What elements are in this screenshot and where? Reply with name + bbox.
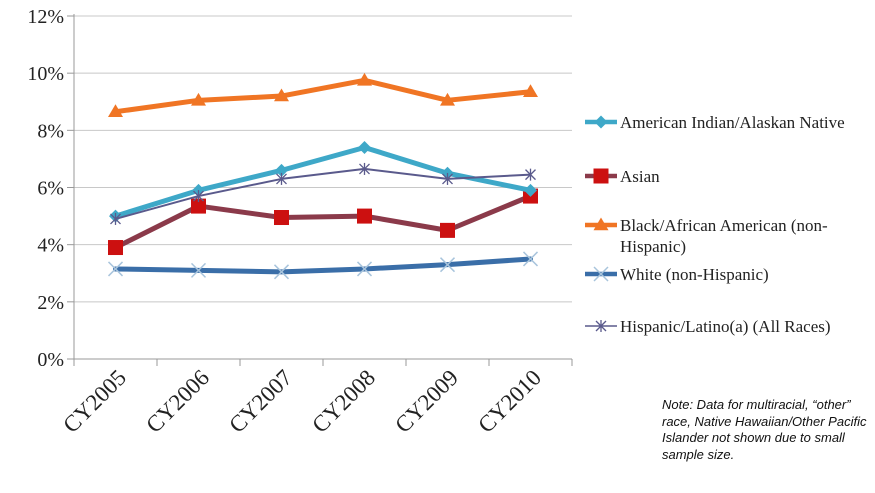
data-point (522, 251, 539, 267)
x-tick-label: CY2009 (390, 365, 463, 438)
y-tick-label: 2% (37, 292, 64, 314)
series-line (113, 144, 533, 219)
legend-swatch-asian (585, 168, 617, 184)
data-point (356, 261, 373, 277)
footnote: Note: Data for multiracial, “other” race… (662, 397, 867, 462)
data-point (110, 212, 121, 225)
x-tick-label: CY2008 (307, 365, 380, 438)
y-tick-label: 10% (27, 63, 64, 85)
series-lines (107, 72, 539, 280)
legend-swatch-american-indian (585, 115, 617, 129)
y-tick-label: 12% (27, 6, 64, 28)
data-point (593, 217, 609, 231)
data-point (594, 115, 608, 129)
series-line (114, 167, 532, 220)
series-4 (110, 162, 536, 225)
data-point (595, 320, 607, 332)
data-point (359, 162, 370, 175)
data-point (273, 264, 290, 280)
data-point (193, 190, 204, 203)
series-3 (107, 251, 539, 280)
legend-label-white: White (non-Hispanic) (620, 265, 769, 284)
y-tick-label: 0% (37, 349, 64, 371)
data-point (440, 222, 455, 238)
data-point (357, 208, 372, 224)
legend-label-asian: Asian (620, 167, 660, 186)
data-point (440, 92, 455, 106)
y-tick-label: 8% (37, 120, 64, 142)
data-point (107, 261, 124, 277)
data-point (190, 262, 207, 278)
series-0 (109, 140, 537, 223)
legend-label-american-indian: American Indian/Alaskan Native (620, 113, 845, 132)
series-2 (108, 72, 538, 118)
x-tick-label: CY2010 (473, 365, 546, 438)
y-tick-label: 6% (37, 178, 64, 200)
series-line (113, 193, 533, 251)
data-point (523, 84, 538, 97)
legend-label-black: Black/African American (non-Hispanic) (620, 216, 828, 256)
series-line (113, 77, 533, 115)
data-point (108, 240, 123, 256)
series-line (113, 256, 533, 275)
data-point (593, 266, 609, 282)
legend-swatch-white (585, 266, 617, 282)
x-tick-label: CY2005 (58, 365, 131, 438)
data-point (274, 88, 289, 102)
data-point (442, 172, 453, 185)
data-point (108, 104, 123, 118)
x-tick-labels: CY2005 CY2006 CY2007 CY2008 CY2009 CY2010 (58, 365, 546, 438)
data-point (525, 168, 536, 181)
legend-swatch-black (585, 217, 617, 231)
grid-lines (74, 15, 572, 303)
data-point (357, 72, 372, 86)
x-tick-label: CY2007 (224, 365, 297, 438)
y-tick-labels: 0% 2% 4% 6% 8% 10% 12% (27, 6, 64, 371)
axes (67, 14, 573, 366)
y-tick-label: 4% (37, 235, 64, 257)
data-point (358, 140, 371, 154)
x-tick-label: CY2006 (141, 365, 214, 438)
data-point (439, 257, 456, 273)
data-point (275, 163, 288, 177)
legend-label-hispanic: Hispanic/Latino(a) (All Races) (620, 317, 831, 336)
data-point (593, 168, 609, 184)
data-point (276, 172, 287, 185)
legend-swatch-hispanic (585, 320, 617, 332)
data-point (191, 92, 206, 106)
data-point (274, 210, 289, 226)
data-point (191, 198, 206, 214)
data-point (524, 183, 537, 197)
